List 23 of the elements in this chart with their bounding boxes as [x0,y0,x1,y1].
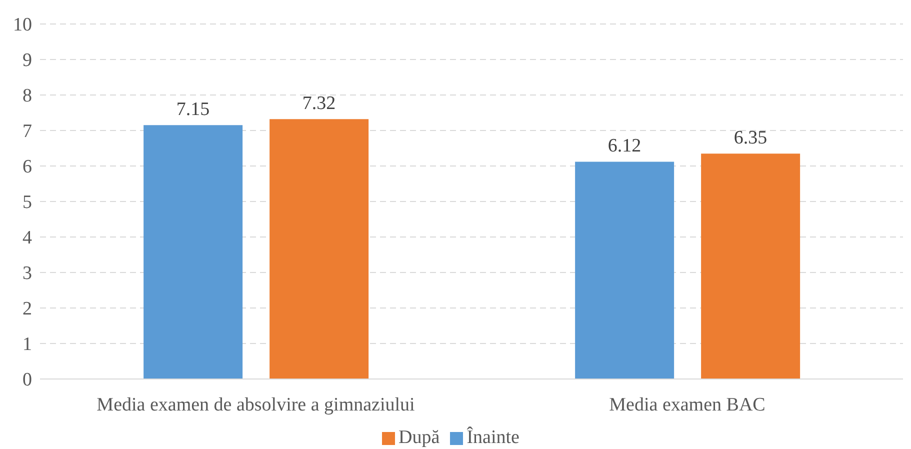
bar [701,154,800,379]
y-tick-label: 4 [22,228,32,249]
legend-label: După [398,427,440,448]
legend-label: Înainte [466,427,520,448]
y-tick-label: 9 [22,50,32,72]
bar [575,162,674,379]
x-tick-label: Media examen BAC [609,394,766,416]
y-tick-label: 8 [22,86,32,107]
y-tick-label: 7 [22,121,32,142]
x-tick-label: Media examen de absolvire a gimnaziului [96,394,415,416]
bar [270,119,369,379]
y-tick-label: 5 [22,192,32,214]
y-tick-label: 6 [22,156,32,178]
bar [144,125,243,379]
y-tick-label: 2 [22,298,32,320]
y-tick-label: 1 [22,334,32,356]
data-label: 7.15 [176,99,210,120]
y-tick-label: 3 [22,263,32,284]
data-label: 6.35 [734,128,768,149]
data-label: 7.32 [302,93,336,114]
y-tick-label: 0 [22,370,32,391]
y-tick-label: 10 [13,14,32,36]
data-label: 6.12 [608,136,642,157]
